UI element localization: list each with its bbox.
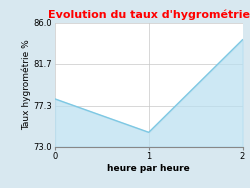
Title: Evolution du taux d'hygrométrie: Evolution du taux d'hygrométrie [48, 10, 250, 20]
Y-axis label: Taux hygrométrie %: Taux hygrométrie % [21, 39, 31, 130]
X-axis label: heure par heure: heure par heure [108, 164, 190, 173]
